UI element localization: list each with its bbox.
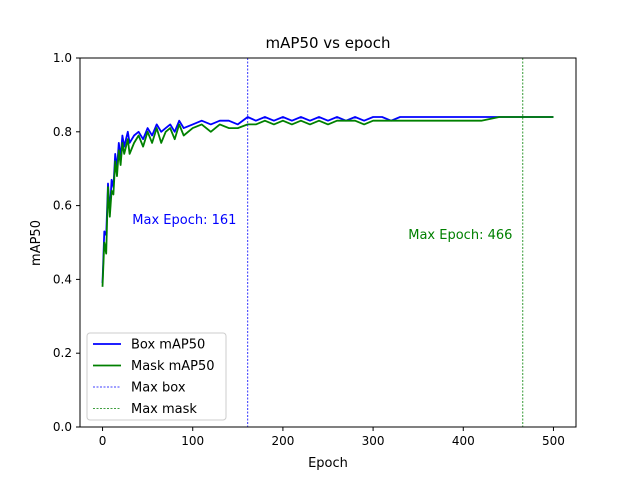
annotations: Max Epoch: 161 Max Epoch: 466 — [132, 213, 512, 243]
y-tick-label: 1.0 — [53, 51, 72, 65]
plot-area — [101, 58, 554, 427]
x-tick-label: 200 — [271, 434, 294, 448]
legend-label-mask: Mask mAP50 — [131, 359, 215, 374]
y-axis-label: mAP50 — [29, 220, 44, 266]
x-tick-label: 100 — [181, 434, 204, 448]
y-tick-label: 0.0 — [53, 420, 72, 434]
legend-label-max-box: Max box — [131, 381, 186, 396]
x-tick-label: 400 — [452, 434, 475, 448]
annotation-max-box: Max Epoch: 161 — [132, 213, 236, 228]
chart-title: mAP50 vs epoch — [266, 34, 391, 52]
legend-label-box: Box mAP50 — [131, 338, 205, 353]
y-tick-label: 0.6 — [53, 199, 72, 213]
x-axis-label: Epoch — [308, 456, 348, 471]
y-tick-label: 0.4 — [53, 272, 72, 286]
legend-label-max-mask: Max mask — [131, 402, 197, 417]
axes-frame — [79, 57, 577, 428]
y-axis: 0.0 0.2 0.4 0.6 0.8 1.0 — [53, 51, 80, 434]
x-tick-label: 300 — [362, 434, 385, 448]
legend-box — [86, 332, 227, 421]
series-line-mask — [101, 116, 554, 287]
y-tick-label: 0.2 — [53, 346, 72, 360]
y-tick-label: 0.8 — [53, 125, 72, 139]
x-axis: 0 100 200 300 400 500 — [99, 427, 565, 448]
annotation-max-mask: Max Epoch: 466 — [408, 228, 512, 243]
legend: Box mAP50 Mask mAP50 Max box Max mask — [86, 332, 227, 421]
x-tick-label: 500 — [542, 434, 565, 448]
x-tick-label: 0 — [99, 434, 107, 448]
